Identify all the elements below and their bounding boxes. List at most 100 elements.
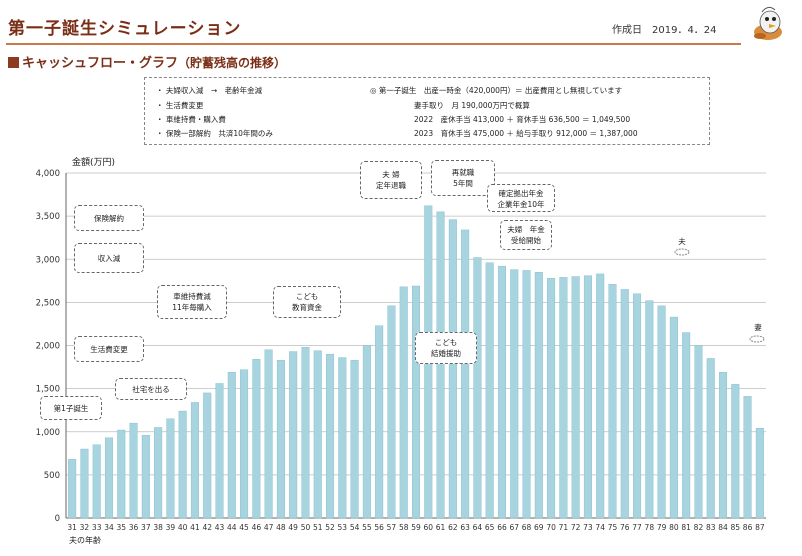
x-tick-label: 37 <box>141 523 151 532</box>
bar <box>547 278 556 519</box>
bar <box>731 384 740 519</box>
x-tick-label: 39 <box>166 523 176 532</box>
x-tick-label: 32 <box>80 523 90 532</box>
section-heading: キャッシュフロー・グラフ（貯蓄残高の推移） <box>8 52 286 71</box>
x-tick-label: 86 <box>743 523 753 532</box>
x-tick-label: 76 <box>620 523 630 532</box>
note-right-3: 2022 産休手当 413,000 ＋ 育休手当 636,500 ＝ 1,049… <box>414 115 631 124</box>
title-bar: 第一子誕生シミュレーション 作成日 2019．4．24 <box>0 8 802 45</box>
x-tick-label: 57 <box>387 523 397 532</box>
note-left-1: ・ 夫婦収入減 → 老齢年金減 <box>156 86 263 95</box>
callout-pension-plans: 確定拠出年金 企業年金10年 <box>487 184 555 212</box>
note-left-4: ・ 保険一部解約 共済10年間のみ <box>156 129 273 138</box>
note-right-2: 妻手取り 月 190,000万円で概算 <box>414 101 530 110</box>
bar <box>485 262 494 519</box>
bar <box>117 429 126 519</box>
x-tick-label: 87 <box>755 523 765 532</box>
callout-wife: 妻 <box>754 323 762 332</box>
callout-reemployment: 再就職 5年間 <box>431 160 495 196</box>
x-tick-label: 66 <box>497 523 507 532</box>
section-square-icon <box>8 57 19 68</box>
bar <box>399 286 408 519</box>
bar <box>264 349 273 519</box>
bar <box>289 351 298 519</box>
bar <box>240 369 249 519</box>
x-tick-label: 67 <box>509 523 519 532</box>
note-left-3: ・ 車維持費・購入費 <box>156 115 226 124</box>
y-tick-label: 3,000 <box>36 255 60 265</box>
bar <box>571 276 580 519</box>
bar <box>92 444 101 519</box>
x-tick-label: 83 <box>706 523 716 532</box>
callout-marriage-support: こども 結婚援助 <box>415 332 477 364</box>
bar <box>252 359 261 519</box>
x-tick-label: 48 <box>276 523 286 532</box>
bar <box>68 459 77 519</box>
bar <box>178 410 187 519</box>
callout-retirement: 夫 婦 定年退職 <box>360 161 422 199</box>
x-tick-label: 51 <box>313 523 323 532</box>
notes-box <box>144 77 710 145</box>
callout-insurance-cancel: 保険解約 <box>74 205 144 231</box>
x-tick-label: 79 <box>657 523 667 532</box>
x-tick-label: 75 <box>608 523 618 532</box>
bar <box>350 359 359 519</box>
callout-living-cost-change: 生活費変更 <box>74 336 144 362</box>
bar <box>436 211 445 519</box>
bar <box>375 325 384 519</box>
x-tick-label: 61 <box>436 523 446 532</box>
created-date: 作成日 2019．4．24 <box>612 25 717 36</box>
x-tick-label: 69 <box>534 523 544 532</box>
x-tick-label: 45 <box>239 523 249 532</box>
bar <box>362 345 371 519</box>
x-tick-label: 47 <box>264 523 274 532</box>
y-axis-label: 金額(万円) <box>72 158 116 168</box>
bar <box>203 392 212 519</box>
x-tick-label: 72 <box>571 523 581 532</box>
note-right-4: 2023 育休手当 475,000 ＋ 給与手取り 912,000 ＝ 1,38… <box>414 129 638 138</box>
page-title: 第一子誕生シミュレーション <box>8 19 242 39</box>
bar <box>301 347 310 519</box>
wife-marker <box>749 335 765 343</box>
bar <box>633 293 642 519</box>
callout-income-decrease: 収入減 <box>74 243 144 273</box>
section-title: キャッシュフロー・グラフ <box>22 56 179 71</box>
y-tick-label: 4,000 <box>36 169 60 179</box>
callout-first-child: 第1子誕生 <box>40 396 102 420</box>
mascot-bird-icon <box>754 6 782 40</box>
callout-leave-company-housing: 社宅を出る <box>115 378 187 400</box>
bar <box>154 427 163 519</box>
bar <box>620 289 629 519</box>
bar <box>657 305 666 519</box>
bar <box>694 345 703 519</box>
x-tick-label: 35 <box>116 523 126 532</box>
x-tick-label: 50 <box>301 523 311 532</box>
callout-pension-start: 夫婦 年金 受給開始 <box>500 220 552 250</box>
x-tick-label: 55 <box>362 523 372 532</box>
y-tick-label: 2,000 <box>36 342 60 352</box>
bar <box>80 448 89 519</box>
x-tick-label: 36 <box>129 523 139 532</box>
bar <box>411 285 421 519</box>
x-axis-label: 夫の年齢 <box>69 536 101 545</box>
bar <box>129 422 138 519</box>
x-tick-label: 77 <box>632 523 642 532</box>
bar <box>448 219 457 519</box>
bar <box>387 305 396 519</box>
x-tick-label: 40 <box>178 523 188 532</box>
bar <box>755 428 764 519</box>
x-tick-label: 80 <box>669 523 679 532</box>
bar <box>190 402 199 519</box>
bar <box>596 273 605 519</box>
x-tick-label: 78 <box>645 523 655 532</box>
bar <box>473 257 482 519</box>
bar <box>583 275 592 519</box>
x-tick-label: 59 <box>411 523 421 532</box>
x-tick-label: 64 <box>473 523 483 532</box>
x-tick-label: 52 <box>325 523 335 532</box>
bar <box>510 269 519 519</box>
bar <box>276 359 285 519</box>
bar <box>608 284 617 519</box>
bar <box>534 271 543 519</box>
